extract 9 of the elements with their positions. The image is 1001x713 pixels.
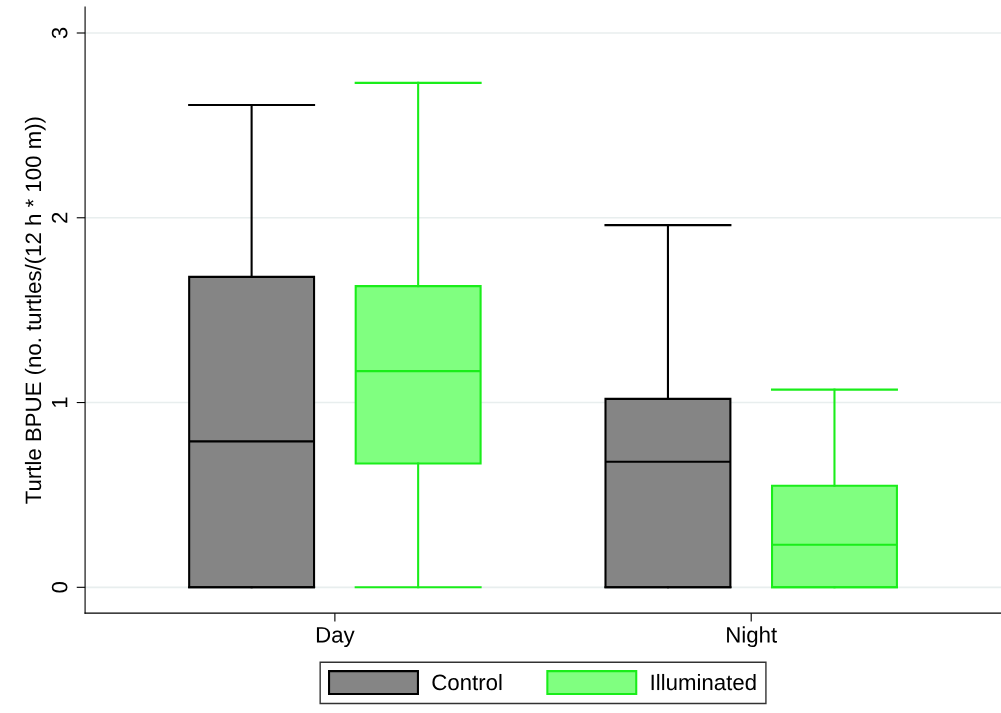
y-axis-title: Turtle BPUE (no. turtles/(12 h * 100 m)) [24, 117, 46, 504]
y-tick-label: 1 [51, 397, 68, 408]
y-tick-label: 0 [51, 582, 68, 593]
legend-label: Illuminated [651, 673, 756, 691]
x-tick-label: Day [316, 627, 355, 648]
legend-label: Control [432, 673, 502, 691]
y-tick-label: 3 [51, 27, 68, 39]
x-tick-label: Night [727, 626, 777, 648]
y-tick-label: 2 [51, 212, 68, 223]
